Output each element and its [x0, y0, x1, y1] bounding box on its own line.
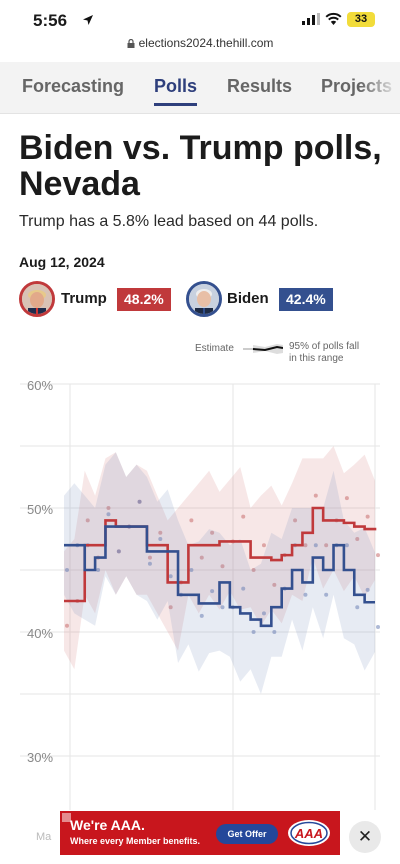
biden-poll-point — [324, 592, 329, 597]
trump-avatar — [19, 281, 55, 317]
biden-poll-point — [313, 543, 318, 548]
ad-get-offer-button[interactable]: Get Offer — [216, 824, 278, 844]
trump-poll-point — [293, 518, 298, 523]
trump-poll-point — [147, 555, 152, 560]
trump-poll-point — [324, 543, 329, 548]
trump-poll-point — [251, 568, 256, 572]
trump-poll-point — [376, 553, 380, 558]
candidate-pct: 48.2% — [117, 288, 171, 311]
ad-title: We're AAA. — [70, 817, 145, 833]
biden-poll-point — [199, 613, 204, 618]
candidate-name: Biden — [227, 290, 269, 307]
x-axis-label-partial: Ma — [36, 831, 52, 843]
trump-portrait-icon — [22, 284, 52, 314]
trump-poll-point — [158, 530, 163, 535]
biden-poll-point — [272, 630, 277, 634]
status-time: 5:56 — [33, 11, 68, 30]
nav-fade — [360, 62, 400, 113]
biden-poll-point — [168, 574, 173, 579]
page-title: Biden vs. Trump polls, Nevada — [19, 129, 382, 203]
ad-subtitle: Where every Member benefits. — [70, 836, 201, 846]
biden-poll-point — [189, 568, 194, 572]
biden-poll-point — [96, 568, 101, 572]
poll-date: Aug 12, 2024 — [19, 254, 105, 270]
biden-poll-point — [147, 561, 152, 566]
lock-icon — [127, 39, 135, 48]
legend-range-swatch-icon — [243, 344, 283, 354]
candidate-name: Trump — [61, 290, 107, 307]
ad-banner[interactable]: We're AAA. Where every Member benefits. … — [60, 811, 340, 855]
trump-poll-point — [85, 518, 90, 523]
wifi-icon — [325, 12, 342, 25]
trump-poll-point — [344, 496, 349, 501]
biden-range-band — [64, 452, 375, 694]
location-arrow-icon — [83, 15, 93, 25]
biden-poll-point — [344, 543, 349, 548]
biden-poll-point — [210, 589, 215, 594]
trump-poll-point — [272, 582, 277, 587]
poll-chart-svg — [20, 383, 380, 810]
biden-estimate-line — [64, 525, 375, 628]
section-nav: Forecasting Polls Results Projects — [0, 62, 400, 114]
biden-poll-point — [158, 537, 163, 541]
biden-poll-point — [220, 605, 225, 610]
y-tick-label: 50% — [27, 502, 54, 517]
tab-results[interactable]: Results — [227, 76, 293, 96]
status-bar: 5:56 33 — [0, 0, 400, 36]
trump-poll-point — [313, 493, 318, 498]
url-text: elections2024.thehill.com — [138, 36, 274, 50]
biden-poll-point — [137, 499, 142, 504]
y-tick-label: 40% — [27, 626, 54, 641]
aaa-logo-icon: AAA — [288, 820, 330, 846]
biden-portrait-icon — [189, 284, 219, 314]
trump-poll-point — [189, 518, 194, 523]
ad-logo-text: AAA — [294, 826, 323, 841]
tab-polls[interactable]: Polls — [154, 76, 198, 113]
trump-poll-point — [241, 514, 246, 519]
biden-poll-point — [303, 592, 308, 597]
biden-poll-point — [65, 568, 69, 572]
biden-poll-point — [106, 512, 111, 517]
signal-icon — [302, 13, 320, 25]
candidate-trump: Trump 48.2% — [19, 281, 179, 317]
url-bar[interactable]: elections2024.thehill.com — [0, 36, 400, 58]
trump-poll-point — [261, 543, 266, 548]
biden-poll-point — [365, 587, 370, 592]
legend-range: 95% of polls fall in this range — [289, 341, 360, 364]
candidate-biden: Biden 42.4% — [186, 281, 346, 317]
biden-poll-point — [261, 611, 266, 616]
trump-poll-point — [355, 537, 360, 541]
trump-poll-point — [168, 605, 173, 610]
trump-poll-point — [199, 555, 204, 560]
biden-poll-point — [241, 586, 246, 591]
candidate-pct: 42.4% — [279, 288, 333, 311]
trump-poll-point — [65, 623, 69, 628]
y-tick-label: 60% — [27, 378, 54, 393]
biden-avatar — [186, 281, 222, 317]
tab-forecasting[interactable]: Forecasting — [22, 76, 125, 96]
biden-poll-point — [116, 549, 121, 554]
trump-poll-point — [303, 543, 308, 548]
trump-poll-point — [106, 506, 111, 510]
biden-poll-point — [355, 605, 360, 610]
trump-poll-point — [210, 530, 215, 535]
biden-poll-point — [251, 630, 256, 634]
close-ad-button[interactable]: ✕ — [349, 821, 381, 853]
battery-icon: 33 — [347, 12, 375, 27]
poll-chart: 60% 50% 40% 30% — [0, 370, 400, 810]
y-tick-label: 30% — [27, 750, 54, 765]
trump-poll-point — [220, 564, 225, 569]
biden-poll-point — [376, 625, 380, 630]
ad-info-icon[interactable] — [62, 813, 71, 822]
legend-estimate: Estimate — [195, 343, 234, 354]
trump-poll-point — [365, 514, 370, 519]
trump-range-band — [64, 446, 375, 670]
page-subtitle: Trump has a 5.8% lead based on 44 polls. — [19, 213, 319, 230]
